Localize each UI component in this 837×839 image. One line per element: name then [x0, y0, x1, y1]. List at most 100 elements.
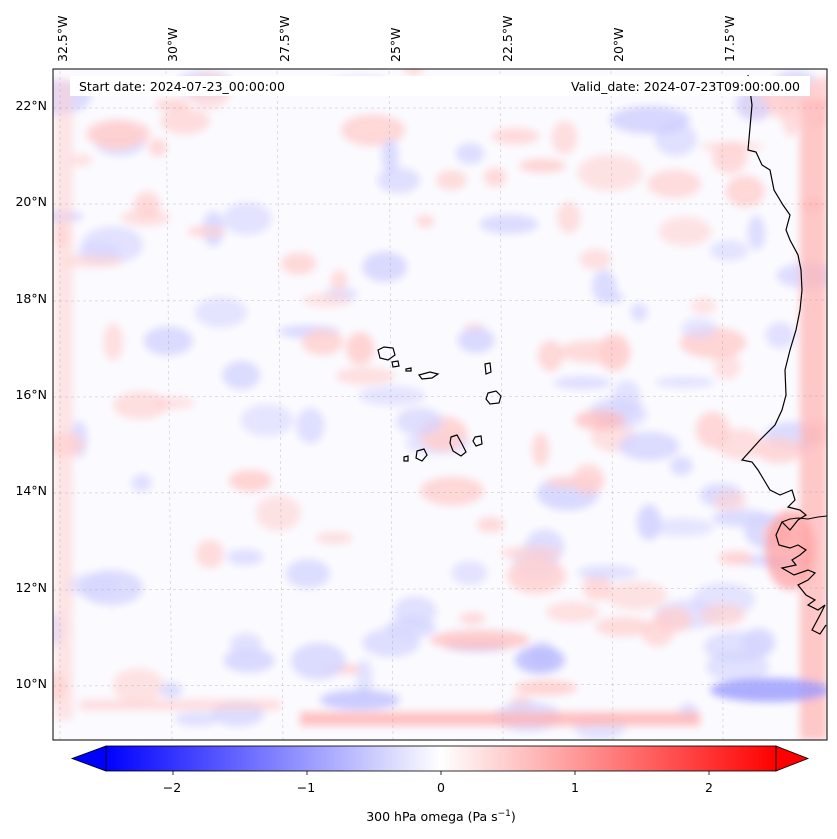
lat-label-20n: 20°N: [15, 194, 47, 209]
colorbar-tick-marks: [172, 771, 710, 775]
island-sal: [484, 362, 492, 375]
island-sao-vicente: [391, 360, 400, 368]
ascent-patch: [403, 69, 424, 76]
ascent-patch: [712, 142, 748, 174]
colorbar-extend-low: [70, 745, 107, 772]
ascent-patch: [514, 680, 578, 696]
ascent-patch: [160, 108, 210, 135]
descent-patch: [226, 548, 264, 566]
colorbar-bar: [106, 746, 776, 771]
lon-label-17-5w: 17.5°W: [722, 15, 737, 62]
meridian-line: [499, 69, 504, 740]
ascent-patch: [330, 270, 348, 292]
ascent-patch: [228, 469, 272, 492]
ascent-patch: [582, 573, 612, 601]
southern-red-band: [300, 712, 700, 726]
descent-patch: [356, 659, 373, 698]
descent-patch: [515, 646, 565, 674]
map-panel: [52, 68, 828, 741]
ascent-patch: [606, 580, 668, 611]
ascent-patch: [148, 138, 167, 157]
colorbar-label-main: 300 hPa omega (Pa s: [366, 809, 498, 825]
ascent-patch: [436, 169, 467, 191]
ascent-patch: [647, 169, 702, 198]
descent-patch: [457, 327, 495, 353]
descent-patch: [222, 360, 261, 390]
western-red-band: [55, 80, 73, 720]
descent-patch: [451, 560, 488, 585]
colorbar-tick-label: 2: [705, 780, 713, 795]
meridian-line: [610, 69, 614, 740]
descent-patch: [618, 431, 680, 461]
ascent-patch: [658, 216, 712, 247]
ascent-patch: [718, 551, 754, 566]
lon-label-22-5w: 22.5°W: [500, 15, 515, 62]
lon-label-30w: 30°W: [165, 27, 180, 62]
ascent-patch: [430, 630, 530, 650]
descent-patch: [576, 564, 638, 580]
descent-patch: [143, 326, 193, 356]
island-santa-luzia: [405, 367, 412, 372]
descent-patch: [711, 509, 772, 527]
ascent-patch: [532, 432, 550, 467]
header-box: [70, 76, 810, 96]
descent-patch: [386, 616, 436, 639]
map-frame: [52, 68, 828, 741]
ascent-patch: [713, 351, 741, 380]
descent-patch: [709, 240, 749, 262]
descent-patch: [606, 291, 624, 303]
colorbar-extend-high: [775, 745, 810, 772]
island-boa-vista: [485, 390, 502, 405]
lon-label-27-5w: 27.5°W: [277, 15, 292, 62]
ascent-patch: [458, 612, 486, 625]
descent-patch: [285, 559, 331, 589]
lat-label-22n: 22°N: [15, 98, 47, 113]
descent-patch: [747, 215, 766, 251]
island-fogo: [415, 448, 428, 462]
ascent-patch: [506, 558, 566, 594]
lon-label-25w: 25°W: [388, 27, 403, 62]
ascent-patch: [577, 154, 643, 192]
colorbar-tick-label: −1: [296, 780, 316, 795]
colorbar-tick-label: 0: [437, 780, 445, 795]
descent-patch: [637, 504, 662, 541]
ascent-patch: [416, 214, 435, 228]
descent-patch: [455, 142, 485, 165]
ascent-patch: [558, 340, 627, 363]
ascent-patch: [420, 476, 484, 506]
colorbar-label-exponent: −1: [497, 809, 511, 819]
ascent-patch: [557, 201, 581, 234]
ascent-patch: [302, 293, 352, 308]
descent-patch: [553, 376, 612, 390]
ascent-patch: [700, 603, 746, 627]
colorbar-tick-label: 1: [571, 780, 579, 795]
island-santo-antao: [377, 346, 396, 361]
descent-patch: [765, 321, 795, 349]
ascent-patch: [755, 437, 803, 464]
colorbar: [70, 745, 810, 775]
descent-patch: [81, 226, 144, 264]
africa-coastline: [740, 74, 827, 635]
descent-patch: [610, 106, 690, 134]
ascent-patch: [255, 495, 301, 532]
ascent-patch: [491, 128, 540, 145]
ascent-patch: [120, 209, 171, 227]
lat-label-16n: 16°N: [15, 387, 47, 402]
ascent-patch: [476, 516, 505, 533]
ascent-patch: [281, 252, 317, 275]
lon-label-32-5w: 32.5°W: [55, 15, 70, 62]
ascent-patch: [103, 323, 124, 361]
descent-patch: [710, 678, 827, 702]
ascent-patch: [85, 119, 151, 149]
island-sao-nicolau: [417, 371, 440, 380]
lon-label-20w: 20°W: [611, 27, 626, 62]
ascent-patch: [765, 510, 815, 590]
descent-patch: [240, 404, 294, 437]
descent-patch: [681, 318, 717, 339]
ascent-patch: [712, 490, 747, 512]
omega-field: [53, 69, 827, 740]
descent-patch: [381, 138, 399, 174]
ascent-patch: [519, 158, 566, 173]
descent-patch: [174, 711, 220, 727]
